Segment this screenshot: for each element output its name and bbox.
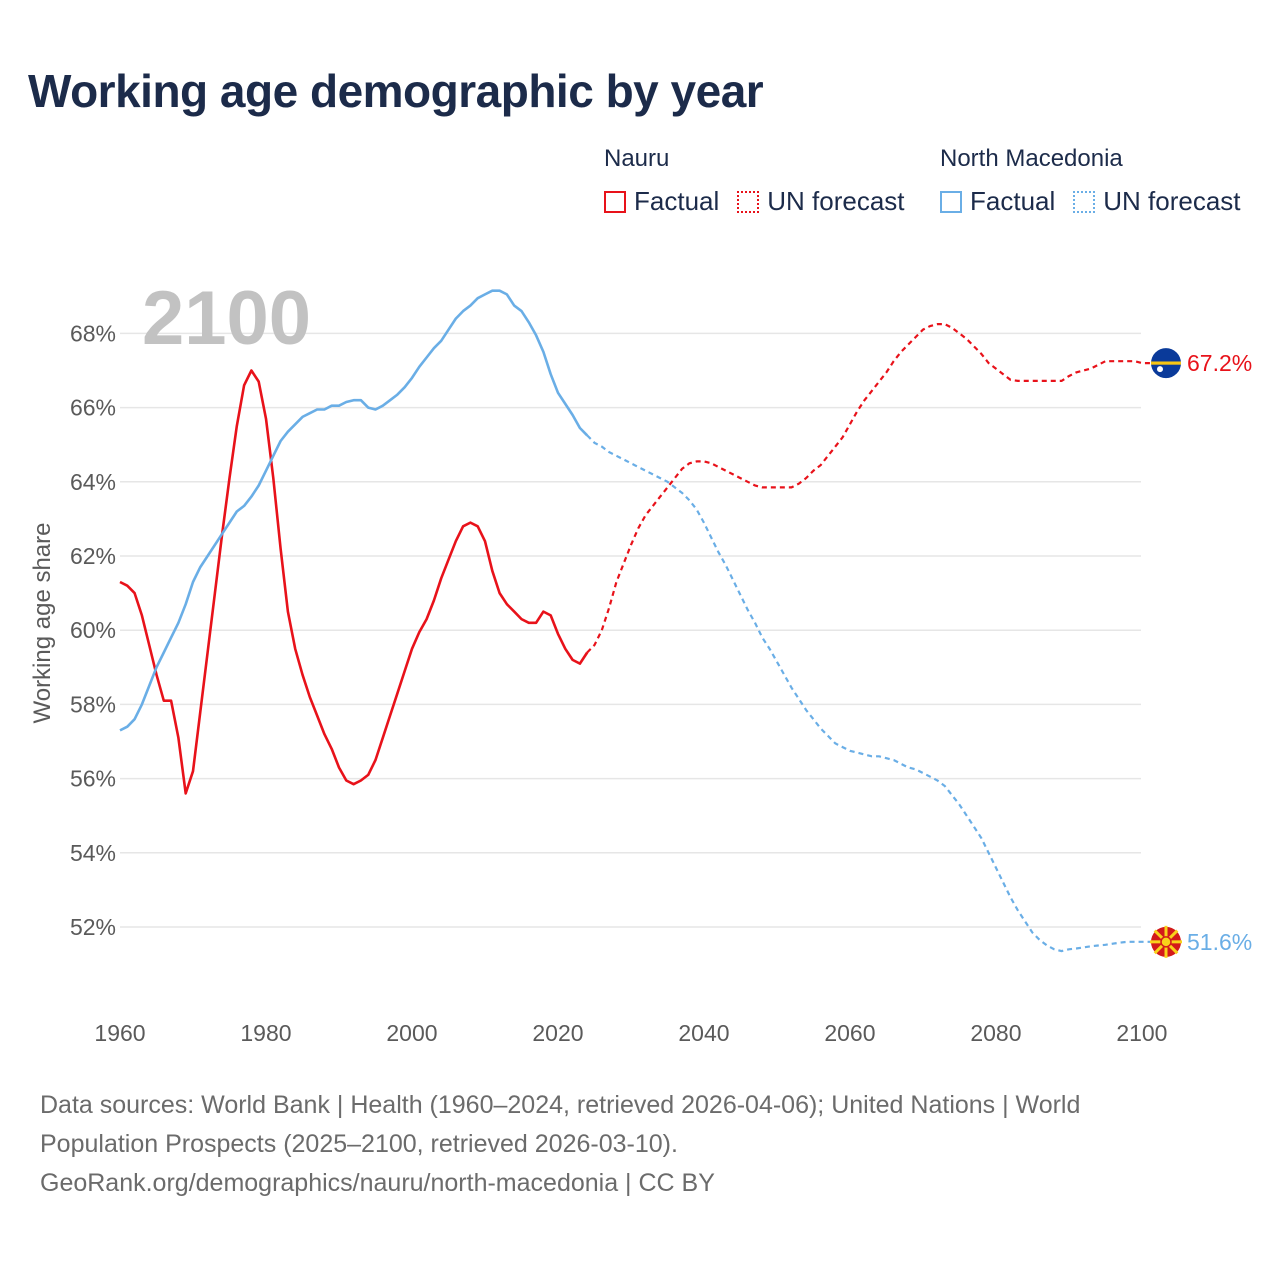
- legend-swatch-solid-icon: [604, 190, 626, 213]
- x-tick-label: 2040: [678, 1020, 729, 1046]
- north-macedonia-flag-icon: [1150, 925, 1182, 958]
- x-tick-label: 1960: [94, 1020, 145, 1046]
- x-tick-label: 2060: [824, 1020, 875, 1046]
- legend-swatch-solid-icon: [940, 190, 962, 213]
- legend-label: Factual: [970, 186, 1056, 216]
- y-axis-label: Working age share: [29, 523, 56, 724]
- legend-swatch-dotted-icon: [1073, 190, 1096, 213]
- x-tick-label: 2080: [970, 1020, 1021, 1046]
- y-axis-ticks: 52% 54% 56% 58% 60% 62% 64% 66% 68%: [70, 320, 116, 940]
- legend-group-nauru: Nauru Factual UN forecast: [604, 144, 923, 217]
- chart-title: Working age demographic by year: [28, 65, 764, 117]
- footer-line: Data sources: World Bank | Health (1960–…: [40, 1091, 1081, 1119]
- y-tick-label: 64%: [70, 469, 116, 495]
- y-tick-label: 56%: [70, 766, 116, 792]
- legend-item-north-macedonia-forecast[interactable]: UN forecast: [1073, 186, 1241, 217]
- y-tick-label: 54%: [70, 840, 116, 866]
- legend-group-name: North Macedonia: [940, 145, 1123, 172]
- footer-source-link[interactable]: GeoRank.org/demographics/nauru/north-mac…: [40, 1169, 715, 1197]
- nauru-flag-icon: [1151, 348, 1181, 379]
- series-end-label: 67.2%: [1187, 350, 1252, 376]
- legend-label: UN forecast: [767, 186, 905, 216]
- current-year-label: 2100: [142, 276, 311, 361]
- y-tick-label: 58%: [70, 691, 116, 717]
- gridlines: [120, 332, 1141, 928]
- series-end-label: 51.6%: [1187, 929, 1252, 955]
- x-tick-label: 2000: [386, 1020, 437, 1046]
- series-line-factual: [119, 289, 589, 732]
- y-tick-label: 68%: [70, 320, 116, 346]
- series-line-forecast: [586, 434, 1166, 953]
- legend-group-north-macedonia: North Macedonia Factual UN forecast: [940, 144, 1259, 217]
- y-tick-label: 60%: [70, 617, 116, 643]
- y-tick-label: 66%: [70, 395, 116, 421]
- x-tick-label: 2100: [1116, 1020, 1167, 1046]
- y-tick-label: 52%: [70, 914, 116, 940]
- legend-swatch-dotted-icon: [737, 190, 760, 213]
- series-line-forecast: [586, 323, 1166, 654]
- end-markers: 67.2% 51.6%: [1150, 348, 1252, 958]
- series-lines: [119, 289, 1166, 953]
- footer-line: Population Prospects (2025–2100, retriev…: [40, 1130, 678, 1158]
- x-axis-ticks: 1960 1980 2000 2020 2040 2060 2080 2100: [94, 1020, 1167, 1046]
- y-tick-label: 62%: [70, 543, 116, 569]
- legend-item-nauru-factual[interactable]: Factual: [604, 186, 719, 217]
- legend-group-name: Nauru: [604, 145, 670, 172]
- legend-label: UN forecast: [1103, 186, 1241, 216]
- legend-item-north-macedonia-factual[interactable]: Factual: [940, 186, 1055, 217]
- data-sources-footer: Data sources: World Bank | Health (1960–…: [40, 1086, 1240, 1203]
- legend-label: Factual: [634, 186, 720, 216]
- x-tick-label: 1980: [240, 1020, 291, 1046]
- series-line-factual: [119, 369, 589, 795]
- x-tick-label: 2020: [532, 1020, 583, 1046]
- line-chart: 52% 54% 56% 58% 60% 62% 64% 66% 68% 1960 1980 2000…: [29, 276, 1252, 1046]
- legend-item-nauru-forecast[interactable]: UN forecast: [737, 186, 905, 217]
